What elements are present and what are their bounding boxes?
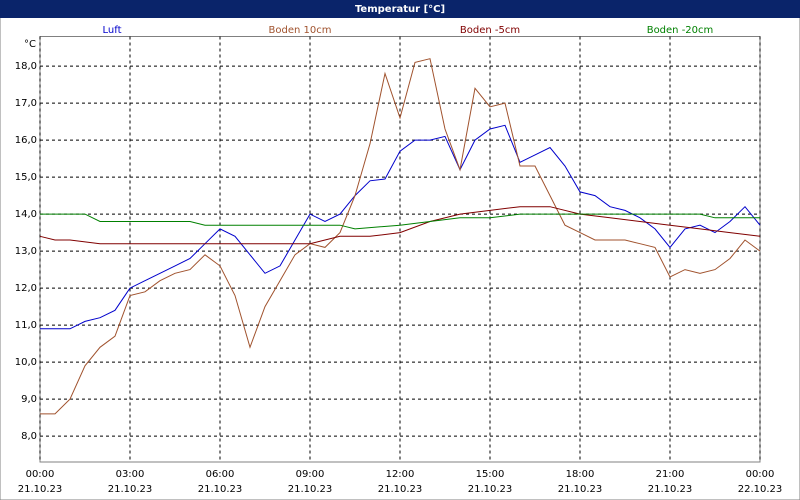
x-tick-label: 21:00: [656, 469, 685, 480]
y-tick-label: 8,0: [21, 431, 37, 442]
x-tick-date: 21.10.23: [378, 484, 423, 495]
x-tick-date: 21.10.23: [648, 484, 693, 495]
y-tick-label: 18,0: [15, 61, 37, 72]
x-tick-label: 18:00: [566, 469, 595, 480]
chart-title: Temperatur [°C]: [355, 4, 445, 15]
y-tick-label: 11,0: [15, 320, 37, 331]
y-tick-label: 17,0: [15, 98, 37, 109]
x-tick-date: 21.10.23: [288, 484, 333, 495]
x-tick-date: 22.10.23: [738, 484, 783, 495]
title-bar: [0, 0, 800, 18]
series-line: [40, 58, 761, 415]
y-tick-label: 15,0: [15, 172, 37, 183]
x-tick-date: 21.10.23: [18, 484, 63, 495]
legend-label: Boden 10cm: [269, 25, 332, 36]
x-tick-label: 15:00: [476, 469, 505, 480]
legend-label: Boden -20cm: [647, 25, 714, 36]
x-tick-date: 21.10.23: [468, 484, 513, 495]
x-tick-label: 00:00: [26, 469, 55, 480]
y-unit: °C: [24, 39, 36, 50]
y-tick-label: 12,0: [15, 283, 37, 294]
y-tick-label: 9,0: [21, 394, 37, 405]
series-line: [40, 124, 761, 330]
y-tick-label: 16,0: [15, 135, 37, 146]
x-tick-date: 21.10.23: [198, 484, 243, 495]
y-tick-label: 14,0: [15, 209, 37, 220]
x-tick-label: 06:00: [206, 469, 235, 480]
y-tick-label: 10,0: [15, 357, 37, 368]
legend-label: Luft: [103, 25, 122, 36]
series-line: [39, 206, 761, 245]
x-tick-date: 21.10.23: [558, 484, 603, 495]
x-tick-label: 09:00: [296, 469, 325, 480]
x-tick-label: 12:00: [386, 469, 415, 480]
x-tick-date: 21.10.23: [108, 484, 153, 495]
series-line: [40, 213, 760, 230]
x-tick-label: 00:00: [746, 469, 775, 480]
y-tick-label: 13,0: [15, 246, 37, 257]
legend-label: Boden -5cm: [460, 25, 520, 36]
x-tick-label: 03:00: [116, 469, 145, 480]
